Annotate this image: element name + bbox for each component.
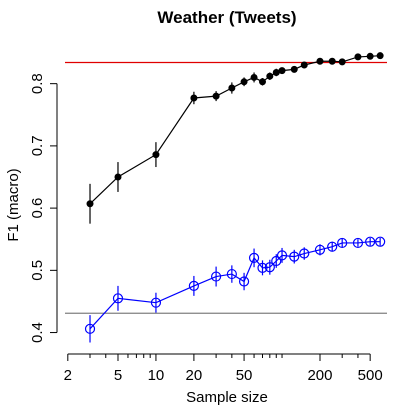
- data-point: [248, 252, 260, 263]
- data-point: [150, 297, 162, 308]
- y-tick-label: 0.8: [29, 73, 46, 94]
- data-point: [228, 84, 236, 92]
- data-point: [328, 57, 336, 65]
- data-point: [366, 52, 374, 60]
- data-point: [272, 68, 280, 76]
- data-point: [226, 268, 237, 280]
- data-point: [238, 276, 250, 287]
- data-point: [264, 262, 275, 273]
- y-tick-label: 0.4: [29, 322, 46, 343]
- data-point: [112, 293, 124, 304]
- y-axis-label: F1 (macro): [5, 168, 22, 241]
- data-point: [299, 248, 310, 259]
- data-point: [365, 236, 376, 247]
- series-line: [89, 55, 381, 205]
- data-point: [152, 151, 160, 159]
- chart-title: Weather (Tweets): [157, 8, 296, 27]
- data-point: [188, 280, 199, 291]
- x-tick-label: 500: [358, 367, 383, 384]
- data-point: [86, 200, 94, 208]
- x-tick-label: 50: [236, 367, 253, 384]
- data-point: [276, 250, 288, 261]
- data-point: [375, 236, 386, 247]
- data-point: [250, 73, 258, 81]
- x-axis-label: Sample size: [186, 389, 268, 406]
- x-tick-label: 20: [186, 367, 203, 384]
- data-point: [327, 241, 338, 252]
- data-point: [84, 323, 96, 334]
- data-point: [337, 237, 348, 249]
- data-point: [314, 244, 326, 255]
- series-0: [86, 52, 384, 224]
- data-point: [240, 78, 248, 86]
- data-point: [257, 262, 268, 273]
- x-tick-label: 200: [307, 367, 332, 384]
- data-point: [266, 72, 274, 80]
- x-axis: 2 5 10 20 50 200 500: [64, 353, 383, 384]
- data-point: [376, 52, 384, 60]
- data-point: [114, 173, 122, 181]
- data-point: [211, 271, 222, 282]
- data-point: [289, 251, 300, 262]
- data-point: [278, 67, 286, 75]
- data-point: [271, 255, 282, 267]
- series-line: [89, 241, 381, 330]
- reference-lines: [65, 61, 387, 314]
- x-tick-label: 5: [114, 367, 122, 384]
- y-tick-label: 0.6: [29, 198, 46, 219]
- data-point: [338, 58, 346, 66]
- data-point: [258, 78, 266, 86]
- y-tick-label: 0.5: [29, 260, 46, 281]
- x-tick-label: 10: [148, 367, 165, 384]
- data-point: [352, 237, 364, 249]
- data-point: [354, 53, 362, 61]
- x-tick-label: 2: [64, 367, 72, 384]
- y-axis: 0.4 0.5 0.6 0.7 0.8: [29, 73, 58, 343]
- data-point: [300, 61, 308, 69]
- y-tick-label: 0.7: [29, 135, 46, 156]
- series-layer: [84, 52, 386, 343]
- data-point: [212, 92, 220, 100]
- data-point: [290, 65, 298, 73]
- data-point: [190, 94, 198, 102]
- series-1: [84, 236, 386, 343]
- data-point: [316, 57, 324, 65]
